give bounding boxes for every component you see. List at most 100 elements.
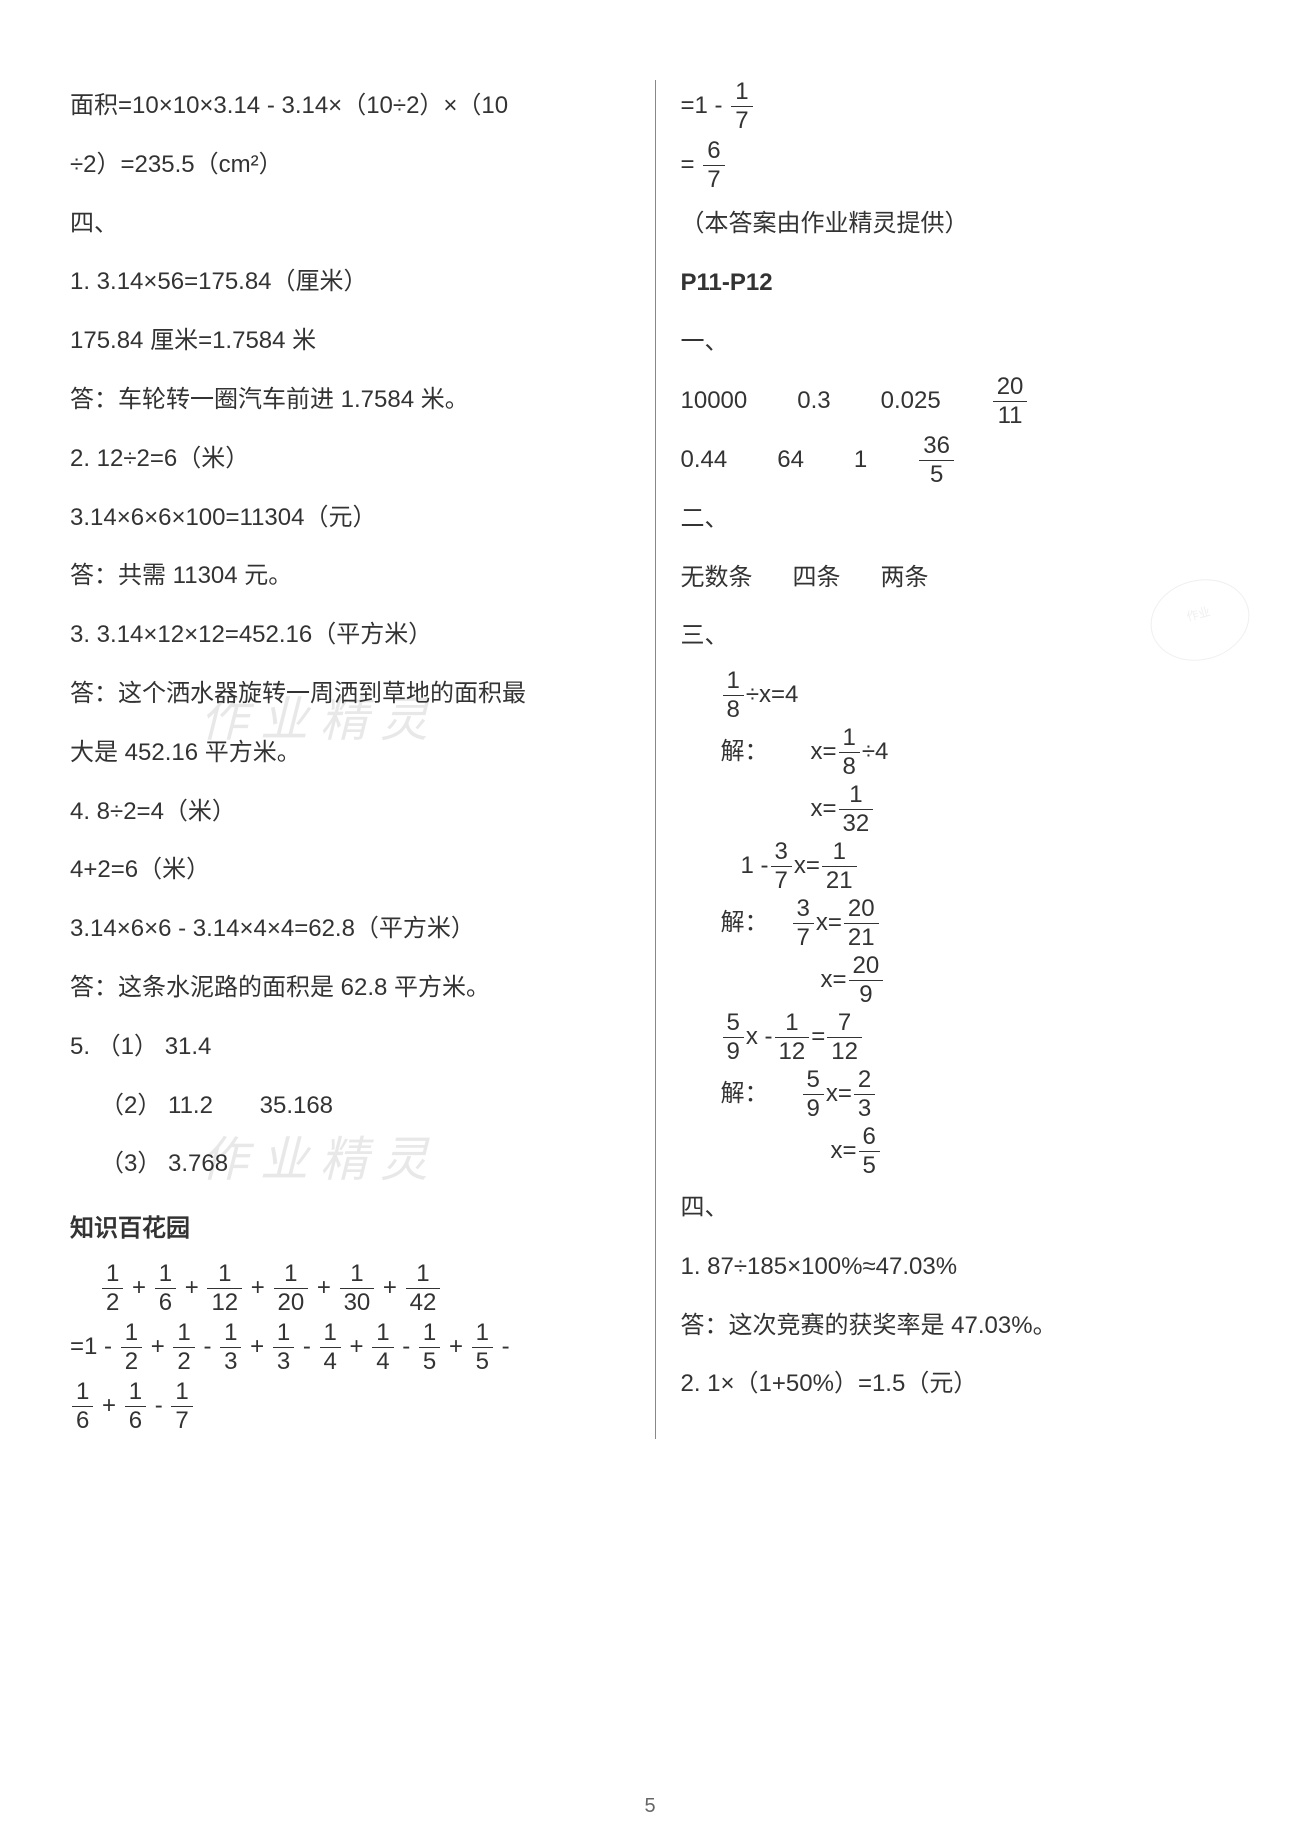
value: 0.025	[881, 375, 941, 428]
fraction: 14	[372, 1321, 393, 1374]
fraction: 130	[340, 1262, 375, 1315]
text: x=	[826, 1068, 852, 1121]
fraction-row: =1 - 12 + 12 - 13 + 13 - 14 + 14 - 15 + …	[70, 1321, 630, 1374]
value: 四条	[793, 552, 841, 605]
answer-line: 答：这条水泥路的面积是 62.8 平方米。	[70, 962, 630, 1015]
equation: x= 132	[681, 783, 1241, 836]
eq-line: = 67	[681, 139, 1241, 192]
value: 0.44	[681, 434, 728, 487]
fraction: 12	[102, 1262, 123, 1315]
text-line: 175.84 厘米=1.7584 米	[70, 315, 630, 368]
equation: 解： x= 18 ÷4	[681, 726, 1241, 779]
text-line: 1. 87÷185×100%≈47.03%	[681, 1241, 1241, 1294]
text: =1 -	[681, 92, 730, 119]
text: x=	[821, 954, 847, 1007]
answer-row: 0.44 64 1 365	[681, 434, 1241, 487]
fraction: 2021	[844, 897, 879, 950]
text-line: 4+2=6（米）	[70, 844, 630, 897]
text-line: 2. 12÷2=6（米）	[70, 433, 630, 486]
fraction: 14	[320, 1321, 341, 1374]
fraction: 37	[771, 840, 792, 893]
solve-label: 解：	[721, 1068, 781, 1121]
fraction: 13	[273, 1321, 294, 1374]
text: x=	[811, 783, 837, 836]
section-num: 二、	[681, 493, 1241, 546]
left-column: 面积=10×10×3.14 - 3.14×（10÷2）×（10 ÷2）=235.…	[70, 80, 655, 1439]
value: 64	[777, 434, 804, 487]
value: （2） 11.2	[100, 1092, 213, 1119]
solve-label: 解：	[721, 897, 781, 950]
answer-row: 无数条 四条 两条	[681, 552, 1241, 605]
fraction: 209	[849, 954, 884, 1007]
fraction: 112	[775, 1011, 810, 1064]
text: =	[681, 151, 702, 178]
equation: 解： 59 x= 23	[681, 1068, 1241, 1121]
fraction: 121	[822, 840, 857, 893]
page-number: 5	[644, 1795, 655, 1818]
section-header: 知识百花园	[70, 1203, 630, 1256]
fraction: 15	[419, 1321, 440, 1374]
answer-line: 答：这个洒水器旋转一周洒到草地的面积最	[70, 668, 630, 721]
right-column: =1 - 17 = 67 （本答案由作业精灵提供） P11-P12 一、 100…	[656, 80, 1241, 1439]
note-line: （本答案由作业精灵提供）	[681, 198, 1241, 251]
fraction: 37	[793, 897, 814, 950]
answer-row: 10000 0.3 0.025 2011	[681, 375, 1241, 428]
fraction: 142	[406, 1262, 441, 1315]
text-line: 面积=10×10×3.14 - 3.14×（10÷2）×（10	[70, 80, 630, 133]
text-line: 4. 8÷2=4（米）	[70, 786, 630, 839]
fraction: 120	[274, 1262, 309, 1315]
fraction: 59	[723, 1011, 744, 1064]
text-line: 1. 3.14×56=175.84（厘米）	[70, 256, 630, 309]
fraction: 12	[173, 1321, 194, 1374]
value: 1	[854, 434, 867, 487]
equation: x= 65	[681, 1125, 1241, 1178]
fraction: 17	[171, 1380, 192, 1433]
answer-line: 答：这次竞赛的获奖率是 47.03%。	[681, 1300, 1241, 1353]
fraction: 59	[803, 1068, 824, 1121]
fraction: 2011	[993, 375, 1028, 428]
fraction: 23	[854, 1068, 875, 1121]
solve-label: 解：	[721, 726, 781, 779]
value: 35.168	[260, 1092, 333, 1119]
text: =	[811, 1011, 825, 1064]
section-num: 四、	[681, 1182, 1241, 1235]
fraction: 132	[839, 783, 874, 836]
answer-line: 答：车轮转一圈汽车前进 1.7584 米。	[70, 374, 630, 427]
text-line: 2. 1×（1+50%）=1.5（元）	[681, 1358, 1241, 1411]
section-num: 四、	[70, 198, 630, 251]
fraction: 13	[220, 1321, 241, 1374]
equation: 1 - 37 x= 121	[681, 840, 1241, 893]
text-line: 大是 452.16 平方米。	[70, 727, 630, 780]
text-line: （3） 3.768	[70, 1138, 630, 1191]
value: 两条	[881, 552, 929, 605]
fraction: 16	[155, 1262, 176, 1315]
equation: x= 209	[681, 954, 1241, 1007]
fraction: 18	[723, 669, 744, 722]
fraction: 15	[472, 1321, 493, 1374]
fraction: 17	[731, 80, 752, 133]
fraction: 112	[207, 1262, 242, 1315]
text: ÷x=4	[746, 669, 799, 722]
text: x=	[831, 1125, 857, 1178]
fraction: 712	[827, 1011, 862, 1064]
text-line: 5. （1） 31.4	[70, 1021, 630, 1074]
text-line: 3.14×6×6 - 3.14×4×4=62.8（平方米）	[70, 903, 630, 956]
text: x=	[794, 840, 820, 893]
fraction: 67	[703, 139, 724, 192]
fraction: 18	[839, 726, 860, 779]
text: x=	[816, 897, 842, 950]
fraction: 12	[121, 1321, 142, 1374]
text: ÷4	[862, 726, 889, 779]
text-line: 3. 3.14×12×12=452.16（平方米）	[70, 609, 630, 662]
text: 1 -	[741, 840, 769, 893]
text: x=	[811, 726, 837, 779]
equation: 18 ÷x=4	[681, 669, 1241, 722]
value: 10000	[681, 375, 748, 428]
value: 无数条	[681, 552, 753, 605]
value: 0.3	[797, 375, 830, 428]
fraction: 365	[919, 434, 954, 487]
eq-line: =1 - 17	[681, 80, 1241, 133]
fraction: 16	[72, 1380, 93, 1433]
equation: 解： 37 x= 2021	[681, 897, 1241, 950]
fraction: 65	[859, 1125, 880, 1178]
